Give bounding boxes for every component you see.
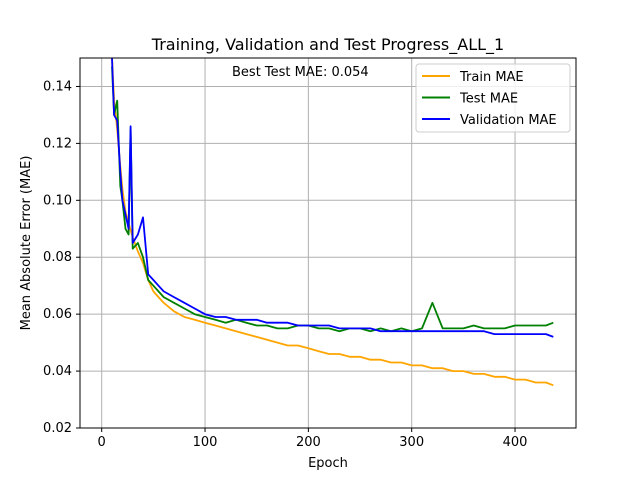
y-tick-label: 0.08	[43, 250, 72, 265]
series-group	[111, 58, 554, 387]
y-tick-label: 0.02	[43, 421, 72, 436]
legend-label-1: Test MAE	[459, 92, 518, 107]
series-line-0	[111, 58, 554, 387]
x-tick-label: 200	[296, 435, 321, 450]
grid	[80, 58, 576, 429]
y-axis-label: Mean Absolute Error (MAE)	[19, 156, 34, 331]
x-tick-label: 400	[503, 435, 528, 450]
legend-frame	[415, 63, 571, 133]
x-axis-label: Epoch	[308, 456, 348, 471]
x-tick-label: 300	[399, 435, 424, 450]
y-tick-label: 0.10	[43, 193, 72, 208]
x-tick-label: 0	[98, 435, 106, 450]
plot-frame	[79, 57, 577, 429]
y-tick-label: 0.06	[43, 307, 72, 322]
chart-title: Training, Validation and Test Progress_A…	[151, 35, 504, 55]
y-tick-label: 0.14	[43, 79, 72, 94]
best-test-annotation: Best Test MAE: 0.054	[232, 65, 369, 80]
legend-label-0: Train MAE	[459, 70, 524, 85]
y-tick-label: 0.04	[43, 364, 72, 379]
series-line-2	[111, 58, 554, 338]
legend-label-2: Validation MAE	[460, 113, 557, 128]
legend: Train MAE Test MAE Validation MAE	[415, 63, 571, 133]
y-axis: 0.02 0.04 0.06 0.08 0.10 0.12 0.14	[43, 79, 80, 436]
y-tick-label: 0.12	[43, 136, 72, 151]
x-tick-label: 100	[193, 435, 218, 450]
x-axis: 0 100 200 300 400	[98, 428, 528, 450]
series-line-1	[111, 66, 554, 333]
